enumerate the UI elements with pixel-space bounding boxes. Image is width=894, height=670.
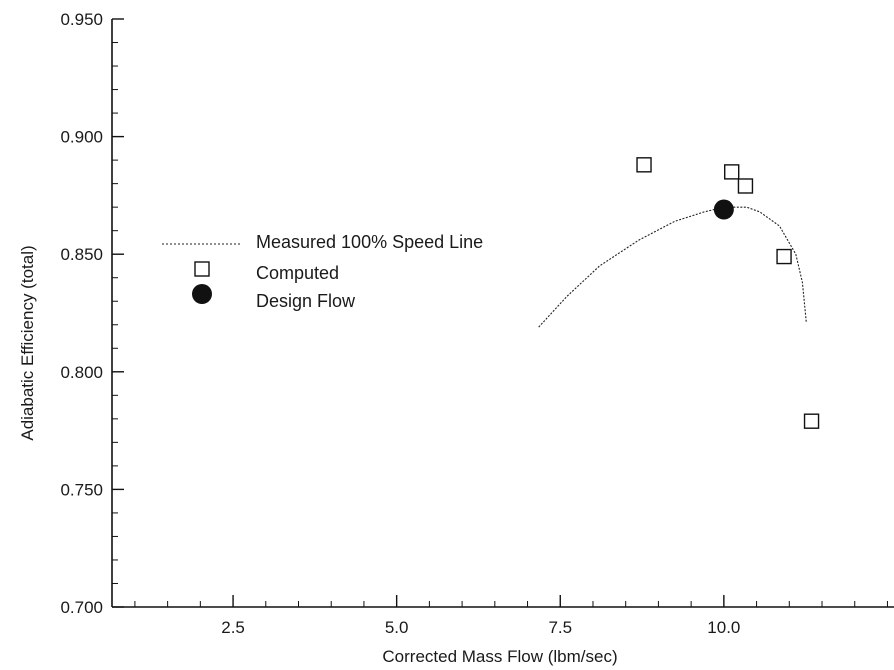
y-tick-label: 0.850: [60, 245, 103, 264]
computed-point: [776, 248, 792, 265]
y-axis-title: Adiabatic Efficiency (total): [18, 245, 37, 440]
y-tick-label: 0.900: [60, 128, 103, 147]
y-tick-label: 0.950: [60, 10, 103, 29]
x-tick-label: 7.5: [548, 618, 572, 637]
legend-circle-swatch: [192, 284, 212, 304]
y-tick-label: 0.800: [60, 363, 103, 382]
x-tick-label: 2.5: [221, 618, 245, 637]
tick-labels: 0.700 0.750 0.800 0.850 0.900 0.950 2.5 5.0 7.5 1…: [60, 10, 740, 637]
design-flow-point: [713, 199, 734, 220]
axes: [111, 19, 894, 608]
computed-point: [636, 157, 652, 173]
legend-label-design: Design Flow: [256, 291, 356, 311]
x-tick-label: 10.0: [707, 618, 740, 637]
y-tick-label: 0.750: [60, 480, 103, 499]
y-tick-label: 0.700: [60, 598, 103, 617]
ticks: [112, 18, 888, 608]
computed-point: [724, 164, 740, 180]
legend-square-swatch: [194, 261, 210, 277]
legend: Measured 100% Speed Line Computed Design…: [162, 232, 483, 311]
plot-area: [538, 157, 820, 429]
legend-label-measured: Measured 100% Speed Line: [256, 232, 483, 252]
x-axis-title: Corrected Mass Flow (lbm/sec): [382, 647, 617, 666]
computed-point: [737, 178, 754, 194]
legend-label-computed: Computed: [256, 263, 339, 283]
speed-line: [538, 206, 807, 328]
computed-point: [803, 413, 820, 429]
x-tick-label: 5.0: [385, 618, 409, 637]
